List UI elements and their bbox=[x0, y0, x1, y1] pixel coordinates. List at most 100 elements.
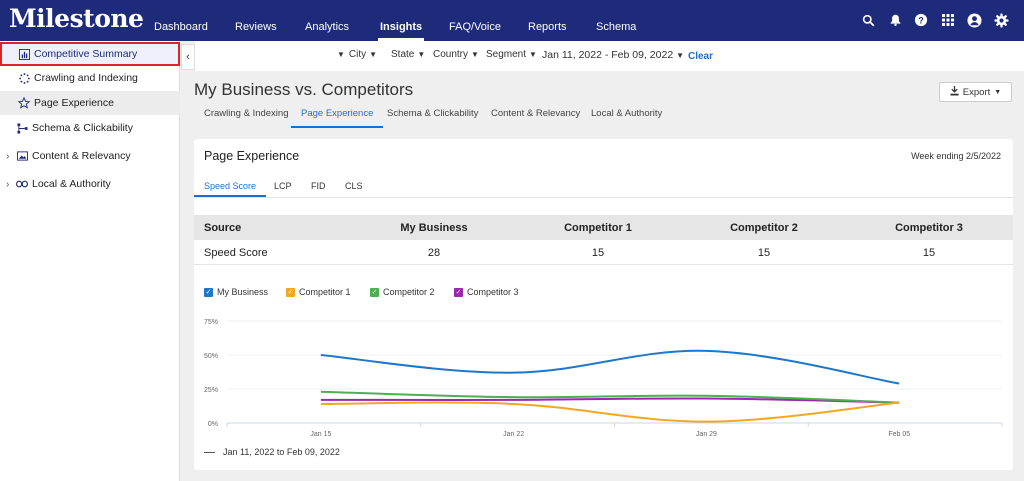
account-icon[interactable] bbox=[966, 12, 982, 28]
speed-score-line-chart: 0% 25% 50% 75% Jan 15 Jan 22 Jan 29 Feb 05 bbox=[204, 319, 1003, 438]
week-ending-label: Week ending 2/5/2022 bbox=[911, 151, 1001, 161]
sidebar-item-crawling-indexing[interactable]: Crawling and Indexing bbox=[0, 66, 180, 90]
legend-dash-icon bbox=[204, 451, 215, 453]
subtab-fid[interactable]: FID bbox=[311, 181, 326, 191]
state-filter[interactable]: State ▼ bbox=[391, 49, 426, 60]
sidebar-item-local-authority[interactable]: › Local & Authority bbox=[0, 172, 180, 196]
subtab-speed-score[interactable]: Speed Score bbox=[193, 181, 267, 197]
page-title: My Business vs. Competitors bbox=[194, 80, 414, 99]
tab-page-experience[interactable]: Page Experience bbox=[290, 108, 384, 128]
column-header: Competitor 3 bbox=[895, 222, 963, 234]
column-header: Competitor 1 bbox=[564, 222, 632, 234]
sidebar-item-label: Competitive Summary bbox=[34, 48, 138, 60]
page-experience-card: Page Experience Week ending 2/5/2022 Spe… bbox=[193, 139, 1013, 470]
chevron-right-icon: › bbox=[6, 178, 10, 190]
legend-competitor-2[interactable]: ✓ Competitor 2 bbox=[370, 287, 435, 297]
subtab-divider bbox=[194, 197, 1013, 198]
y-tick-label: 25% bbox=[204, 387, 218, 394]
checkbox-checked-icon: ✓ bbox=[204, 287, 213, 297]
series-line-competitor-3 bbox=[320, 397, 900, 404]
caret-down-icon: ▼ bbox=[471, 50, 479, 59]
column-header: My Business bbox=[400, 222, 468, 234]
date-range-picker[interactable]: Jan 11, 2022 - Feb 09, 2022 ▼ bbox=[542, 49, 685, 61]
svg-text:?: ? bbox=[918, 16, 923, 26]
sidebar: Competitive Summary Crawling and Indexin… bbox=[0, 41, 180, 481]
date-range-footnote: Jan 11, 2022 to Feb 09, 2022 bbox=[204, 447, 340, 457]
caret-down-icon: ▼ bbox=[337, 50, 345, 59]
series-line-my-business bbox=[320, 349, 900, 385]
collapse-sidebar-button[interactable]: ‹ bbox=[181, 44, 195, 70]
column-header: Source bbox=[204, 222, 242, 234]
caret-down-icon: ▼ bbox=[676, 51, 685, 60]
y-tick-label: 75% bbox=[204, 319, 218, 326]
y-tick-label: 50% bbox=[204, 353, 218, 360]
nav-schema[interactable]: Schema bbox=[596, 21, 637, 33]
milestone-logo[interactable]: Milestone bbox=[9, 4, 144, 33]
nav-reviews[interactable]: Reviews bbox=[235, 21, 277, 33]
sidebar-item-label: Page Experience bbox=[34, 97, 114, 109]
filter-bar: ▼ City ▼ State ▼ Country ▼ Segment ▼ Jan 11, … bbox=[195, 41, 1024, 71]
chevron-right-icon: › bbox=[6, 150, 10, 162]
sidebar-item-page-experience[interactable]: Page Experience bbox=[0, 91, 180, 115]
checkbox-checked-icon: ✓ bbox=[454, 287, 463, 297]
subtab-lcp[interactable]: LCP bbox=[274, 181, 292, 191]
sidebar-item-competitive-summary[interactable]: Competitive Summary bbox=[0, 42, 180, 66]
nav-insights[interactable]: Insights bbox=[377, 0, 425, 41]
schema-icon bbox=[16, 122, 28, 134]
legend-my-business[interactable]: ✓ My Business bbox=[204, 287, 269, 297]
checkbox-checked-icon: ✓ bbox=[286, 287, 295, 297]
nav-dashboard[interactable]: Dashboard bbox=[154, 21, 208, 33]
sidebar-item-content-relevancy[interactable]: › Content & Relevancy bbox=[0, 144, 180, 168]
y-tick-label: 0% bbox=[208, 421, 218, 428]
sidebar-item-label: Local & Authority bbox=[32, 178, 111, 190]
tab-content-relevancy[interactable]: Content & Relevancy bbox=[491, 108, 581, 119]
country-filter[interactable]: Country ▼ bbox=[433, 49, 479, 60]
star-icon bbox=[18, 97, 30, 109]
bell-icon[interactable] bbox=[887, 12, 903, 28]
download-icon bbox=[950, 85, 959, 99]
card-title: Page Experience bbox=[204, 149, 300, 163]
x-tick-label: Feb 05 bbox=[888, 431, 910, 438]
subtab-cls[interactable]: CLS bbox=[345, 181, 363, 191]
table-header: Source My Business Competitor 1 Competit… bbox=[194, 215, 1013, 240]
legend-competitor-1[interactable]: ✓ Competitor 1 bbox=[286, 287, 351, 297]
spinner-icon bbox=[18, 72, 30, 84]
caret-down-icon: ▼ bbox=[369, 50, 378, 59]
caret-down-icon: ▼ bbox=[529, 50, 537, 59]
sidebar-item-label: Schema & Clickability bbox=[32, 122, 133, 134]
export-button[interactable]: Export ▼ bbox=[939, 82, 1012, 102]
sidebar-item-schema-clickability[interactable]: Schema & Clickability bbox=[0, 116, 180, 140]
apps-grid-icon[interactable] bbox=[940, 12, 956, 28]
settings-icon[interactable] bbox=[993, 12, 1009, 28]
link-icon bbox=[16, 178, 28, 190]
image-icon bbox=[16, 150, 28, 162]
nav-analytics[interactable]: Analytics bbox=[305, 21, 350, 33]
clear-filters-link[interactable]: Clear bbox=[688, 51, 714, 62]
sidebar-item-label: Crawling and Indexing bbox=[34, 72, 138, 84]
nav-faq-voice[interactable]: FAQ/Voice bbox=[449, 21, 501, 33]
help-icon[interactable]: ? bbox=[913, 12, 929, 28]
nav-reports[interactable]: Reports bbox=[528, 21, 567, 33]
tab-crawling-indexing[interactable]: Crawling & Indexing bbox=[204, 108, 289, 119]
table-row: Speed Score 28 15 15 15 bbox=[194, 240, 1013, 265]
table-cell: 15 bbox=[757, 247, 771, 259]
search-icon[interactable] bbox=[860, 12, 876, 28]
table-cell: 15 bbox=[591, 247, 605, 259]
series-line-competitor-1 bbox=[320, 401, 900, 423]
segment-filter[interactable]: Segment ▼ bbox=[486, 49, 537, 60]
tab-local-authority[interactable]: Local & Authority bbox=[591, 108, 663, 119]
x-tick-label: Jan 22 bbox=[503, 431, 524, 438]
tab-schema-clickability[interactable]: Schema & Clickability bbox=[387, 108, 479, 119]
bar-chart-icon bbox=[18, 48, 30, 60]
checkbox-checked-icon: ✓ bbox=[370, 287, 379, 297]
sidebar-item-label: Content & Relevancy bbox=[32, 150, 131, 162]
caret-down-icon: ▼ bbox=[417, 50, 426, 59]
city-filter[interactable]: ▼ City ▼ bbox=[337, 49, 378, 60]
series-line-competitor-2 bbox=[320, 390, 900, 404]
top-navigation-bar: Milestone Dashboard Reviews Analytics In… bbox=[0, 0, 1024, 41]
x-tick-label: Jan 29 bbox=[696, 431, 717, 438]
table-cell: 28 bbox=[427, 247, 441, 259]
legend-competitor-3[interactable]: ✓ Competitor 3 bbox=[454, 287, 519, 297]
table-cell: Speed Score bbox=[204, 247, 268, 259]
caret-down-icon: ▼ bbox=[994, 88, 1002, 96]
